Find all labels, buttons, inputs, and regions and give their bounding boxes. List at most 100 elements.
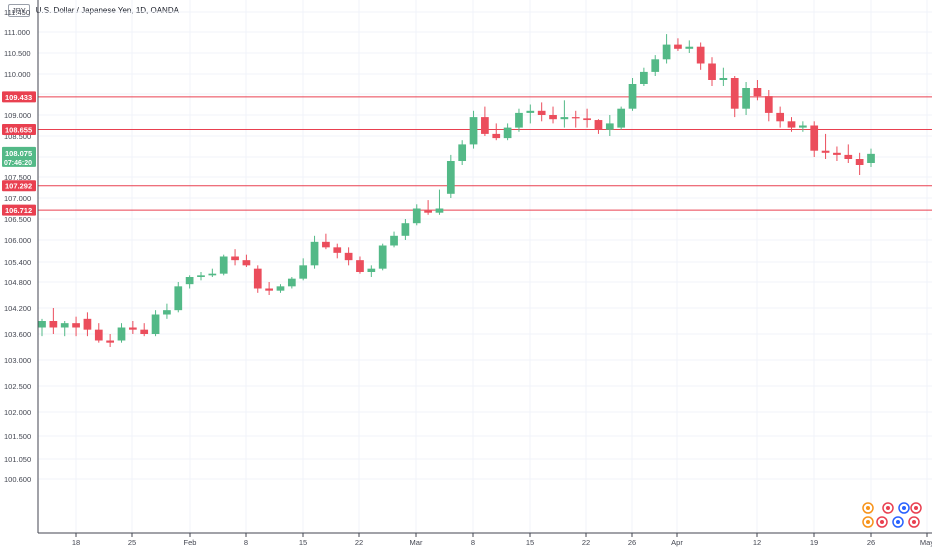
x-tick-label: 8: [244, 538, 248, 547]
y-tick-label: 101.050: [4, 455, 31, 464]
x-tick-label: 12: [753, 538, 761, 547]
y-tick-label: 103.600: [4, 330, 31, 339]
candle-up: [219, 256, 228, 274]
y-tick-label: 106.500: [4, 215, 31, 224]
candle-down: [265, 288, 273, 291]
y-tick-label: 110.500: [4, 49, 31, 58]
hline-price-label: 106.712: [5, 206, 32, 215]
candle-up: [799, 125, 807, 128]
time-axis[interactable]: 18 25 Feb 8 15 22 Mar 8 15 22 26 Apr 12 19 26 May: [72, 533, 932, 547]
candle-up: [446, 161, 455, 194]
candle-down: [128, 327, 137, 330]
candle-up: [287, 278, 296, 287]
candle-down: [583, 118, 591, 121]
candle-down: [231, 256, 239, 261]
y-tick-label: 104.800: [4, 278, 31, 287]
event-flag-dot-icon: [866, 520, 870, 524]
event-flag-dot-icon: [902, 506, 906, 510]
hline-price-tag: [2, 204, 36, 216]
x-tick-label: 22: [582, 538, 590, 547]
y-tick-label: 110.000: [4, 70, 31, 79]
y-tick-label: 108.500: [4, 132, 31, 141]
candle-down: [844, 154, 853, 159]
candle-up: [163, 310, 171, 315]
symbol-title: U.S. Dollar / Japanese Yen, 1D, OANDA: [35, 6, 179, 15]
candle-up: [515, 112, 523, 128]
hline-price-tag: [2, 180, 36, 192]
y-tick-label: 109.000: [4, 111, 31, 120]
x-tick-label: 26: [867, 538, 875, 547]
candle-down: [549, 115, 557, 120]
candle-down: [83, 318, 92, 330]
candle-up: [60, 323, 69, 328]
x-tick-label: 15: [526, 538, 534, 547]
candle-up: [117, 327, 126, 341]
candle-up: [628, 84, 637, 109]
candle-up: [367, 268, 376, 272]
candle-down: [253, 268, 262, 289]
candle-down: [49, 321, 58, 328]
candle-up: [151, 314, 160, 334]
current-price-tag: [2, 146, 36, 167]
currency-badge[interactable]: JPY: [8, 4, 30, 17]
event-flag-dot-icon: [880, 520, 884, 524]
x-tick-label: 15: [299, 538, 307, 547]
candle-up: [651, 59, 660, 72]
event-flag-dot-icon: [886, 506, 890, 510]
y-tick-label: 105.400: [4, 258, 31, 267]
candle-down: [94, 329, 103, 341]
event-flags[interactable]: [862, 502, 922, 528]
candle-down: [72, 323, 80, 328]
candle-up: [276, 286, 285, 291]
candle-up: [640, 71, 648, 84]
hline-price-tag: [2, 91, 36, 103]
y-tick-label: 107.000: [4, 194, 31, 203]
candle-down: [776, 112, 785, 122]
candle-down: [674, 44, 682, 49]
candle-down: [537, 110, 546, 115]
candle-up: [390, 235, 398, 246]
x-tick-label: 25: [128, 538, 136, 547]
candle-up: [412, 208, 421, 224]
candle-up: [719, 78, 728, 80]
candle-down: [242, 260, 251, 266]
candle-down: [696, 46, 705, 64]
candle-up: [197, 275, 205, 277]
candle-down: [481, 117, 489, 134]
candle-down: [344, 252, 353, 261]
candles: [38, 34, 875, 347]
price-axis[interactable]: 111.450111.000110.500110.000109.500109.0…: [4, 0, 932, 534]
candle-up: [617, 108, 626, 128]
candle-up: [378, 245, 387, 269]
y-tick-label: 100.600: [4, 475, 31, 484]
candle-down: [322, 241, 330, 248]
bar-countdown: 07:46:20: [4, 160, 32, 167]
candle-up: [401, 223, 410, 236]
candle-up: [685, 46, 694, 49]
event-flag-dot-icon: [914, 506, 918, 510]
candle-down: [424, 210, 432, 213]
x-tick-label: Feb: [184, 538, 197, 547]
candle-up: [742, 88, 750, 109]
hline-price-label: 109.433: [5, 93, 32, 102]
candle-up: [503, 127, 512, 139]
x-tick-label: 8: [471, 538, 475, 547]
candle-up: [469, 117, 478, 145]
y-tick-label: 107.500: [4, 173, 31, 182]
y-tick-label: 102.500: [4, 382, 31, 391]
candle-up: [38, 321, 46, 328]
y-tick-label: 104.200: [4, 304, 31, 313]
y-tick-label: 102.000: [4, 408, 31, 417]
hline-price-tag: [2, 123, 36, 135]
chart-title-bar: JPY U.S. Dollar / Japanese Yen, 1D, OAND…: [8, 4, 179, 17]
y-tick-label: 103.000: [4, 356, 31, 365]
candle-up: [458, 144, 467, 161]
candle-up: [185, 277, 194, 285]
candle-down: [333, 247, 342, 253]
y-tick-label: 111.000: [4, 28, 30, 37]
y-tick-label: 111.450: [4, 8, 30, 17]
candle-down: [855, 159, 864, 165]
event-flag-dot-icon: [912, 520, 916, 524]
candle-down: [708, 63, 716, 80]
